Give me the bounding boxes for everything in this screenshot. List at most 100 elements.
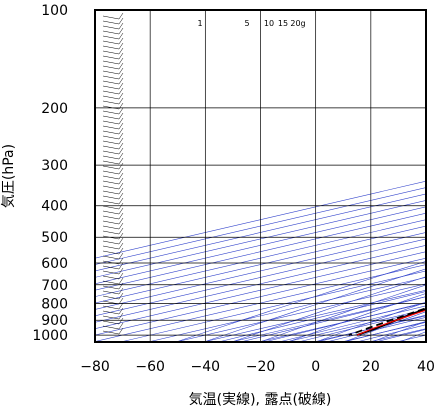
wind-barb: [102, 317, 124, 325]
barb-flag: [118, 227, 124, 235]
barb-staff: [102, 125, 120, 130]
wind-barb: [102, 152, 124, 160]
mixing-ratio-line: [278, 305, 426, 342]
barb-staff: [102, 320, 120, 325]
mixing-ratio-label: 5: [244, 19, 249, 28]
y-tick-label: 300: [41, 158, 68, 174]
barb-flag: [118, 302, 124, 310]
mixing-ratio-line: [298, 310, 426, 342]
mixing-ratio-labels: 1 5 10 15 20g: [197, 19, 305, 28]
barb-flag: [118, 247, 124, 255]
barb-flag: [118, 117, 124, 125]
wind-barb: [102, 117, 124, 125]
barb-staff: [102, 180, 120, 185]
dry-adiabat-line: [287, 293, 426, 342]
barb-staff: [102, 25, 120, 30]
wind-barb: [102, 232, 124, 240]
barb-flag: [118, 77, 124, 85]
barb-flag: [118, 152, 124, 160]
barb-staff: [102, 195, 120, 200]
barb-flag: [118, 177, 124, 185]
barb-flag: [118, 262, 124, 270]
mixing-ratio-line: [356, 324, 426, 342]
barb-staff: [102, 175, 120, 180]
wind-barb: [102, 67, 124, 75]
barb-flag: [118, 47, 124, 55]
wind-barb: [102, 122, 124, 130]
barb-flag: [118, 112, 124, 120]
wind-barb: [102, 327, 124, 335]
barb-staff: [102, 325, 120, 330]
barb-staff: [102, 40, 120, 45]
wind-barb: [102, 107, 124, 115]
isotherm-line: [95, 251, 426, 330]
barb-staff: [102, 160, 120, 165]
wind-barb: [102, 157, 124, 165]
barb-flag: [118, 242, 124, 250]
barb-staff: [102, 105, 120, 110]
wind-barb: [102, 37, 124, 45]
x-axis-title: 気温(実線), 露点(破線): [189, 392, 332, 408]
wind-barb: [102, 62, 124, 70]
barb-flag: [118, 282, 124, 290]
wind-barb: [102, 182, 124, 190]
barb-staff: [102, 310, 120, 315]
barb-flag: [118, 182, 124, 190]
wind-barb: [102, 197, 124, 205]
wind-barb: [102, 192, 124, 200]
wind-barb: [102, 27, 124, 35]
barb-staff: [102, 145, 120, 150]
barb-staff: [102, 30, 120, 35]
barb-flag: [118, 232, 124, 240]
wind-barb: [102, 312, 124, 320]
barb-flag: [118, 297, 124, 305]
wind-barb: [102, 247, 124, 255]
isotherm-line: [95, 212, 426, 291]
y-tick-label: 600: [41, 256, 68, 272]
isotherm-line: [95, 264, 426, 342]
isotherm-line: [148, 277, 426, 342]
barb-flag: [118, 217, 124, 225]
barb-staff: [102, 75, 120, 80]
barb-flag: [118, 122, 124, 130]
wind-barb: [102, 252, 124, 260]
dewpoint-line: [348, 307, 426, 336]
barb-flag: [118, 27, 124, 35]
barb-flag: [118, 192, 124, 200]
wind-barb: [102, 172, 124, 180]
barb-flag: [118, 97, 124, 105]
barb-flag: [118, 37, 124, 45]
barb-flag: [118, 202, 124, 210]
wind-barb: [102, 137, 124, 145]
wind-barb: [102, 202, 124, 210]
isotherm-line: [95, 225, 426, 304]
barb-flag: [118, 172, 124, 180]
barb-staff: [102, 65, 120, 70]
wind-barb: [102, 207, 124, 215]
dry-adiabat-line: [231, 276, 426, 342]
barb-staff: [102, 265, 120, 270]
isotherm-line: [95, 219, 426, 297]
barb-flag: [118, 317, 124, 325]
wind-barbs: [102, 12, 124, 335]
barb-staff: [102, 60, 120, 65]
wind-barb: [102, 42, 124, 50]
wind-barb: [102, 222, 124, 230]
barb-staff: [102, 295, 120, 300]
barb-flag: [118, 107, 124, 115]
wind-barb: [102, 267, 124, 275]
y-tick-label: 400: [41, 199, 68, 215]
wind-barb: [102, 112, 124, 120]
barb-flag: [118, 62, 124, 70]
barb-flag: [118, 322, 124, 330]
barb-staff: [102, 215, 120, 220]
x-tick-label: −20: [246, 359, 276, 375]
wind-barb: [102, 102, 124, 110]
wind-barb: [102, 262, 124, 270]
wind-barb: [102, 177, 124, 185]
x-tick-label: −60: [135, 359, 165, 375]
reference-lines: [95, 180, 426, 342]
wind-barb: [102, 302, 124, 310]
barb-flag: [118, 222, 124, 230]
